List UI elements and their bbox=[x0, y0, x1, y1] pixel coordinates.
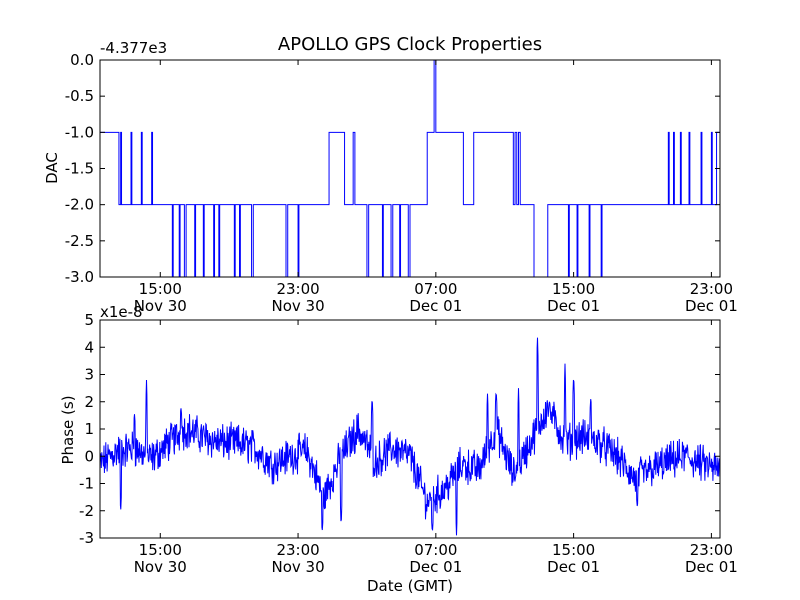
top-x-tick-time: 15:00 bbox=[552, 280, 595, 298]
chart-title: APOLLO GPS Clock Properties bbox=[278, 34, 542, 55]
top-x-tick-date: Nov 30 bbox=[271, 297, 324, 315]
top-y-tick-label: -3.0 bbox=[65, 268, 94, 286]
top-x-tick-time: 15:00 bbox=[139, 280, 182, 298]
top-dac-line bbox=[100, 59, 720, 278]
top-y-ticks: 0.0 -0.5 -1.0 -1.5 -2.0 -2.5 -3.0 bbox=[65, 51, 720, 286]
bottom-scale-label: x1e-8 bbox=[100, 303, 143, 321]
bottom-y-tick-label: 0 bbox=[84, 447, 94, 465]
top-x-tick-date: Nov 30 bbox=[134, 297, 187, 315]
top-y-tick-label: -1.0 bbox=[65, 123, 94, 141]
bottom-y-ticks: 5 4 3 2 1 0 -1 -2 -3 bbox=[79, 311, 720, 547]
bottom-phase-line bbox=[99, 337, 721, 536]
bottom-y-tick-label: 4 bbox=[84, 338, 94, 356]
top-y-tick-label: -2.5 bbox=[65, 232, 94, 250]
bottom-x-tick-date: Nov 30 bbox=[271, 558, 324, 576]
bottom-x-tick-time: 23:00 bbox=[690, 541, 733, 559]
top-x-tick-date: Dec 01 bbox=[547, 297, 600, 315]
top-x-tick-time: 23:00 bbox=[690, 280, 733, 298]
top-x-tick-date: Dec 01 bbox=[685, 297, 738, 315]
top-y-tick-label: 0.0 bbox=[70, 51, 94, 69]
bottom-x-tick-time: 23:00 bbox=[276, 541, 319, 559]
top-y-tick-label: -0.5 bbox=[65, 87, 94, 105]
top-x-tick-date: Dec 01 bbox=[409, 297, 462, 315]
bottom-y-tick-label: 2 bbox=[84, 393, 94, 411]
top-panel: -4.377e3 0.0 -0.5 -1.0 -1.5 -2.0 -2.5 -3.0 15:… bbox=[43, 39, 738, 315]
bottom-x-tick-time: 15:00 bbox=[139, 541, 182, 559]
bottom-y-axis-label: Phase (s) bbox=[59, 395, 77, 464]
bottom-x-tick-date: Dec 01 bbox=[685, 558, 738, 576]
bottom-x-tick-date: Dec 01 bbox=[409, 558, 462, 576]
bottom-x-tick-date: Nov 30 bbox=[134, 558, 187, 576]
bottom-y-tick-label: 3 bbox=[84, 366, 94, 384]
bottom-y-tick-label: -2 bbox=[79, 502, 94, 520]
top-y-axis-label: DAC bbox=[43, 152, 61, 184]
bottom-x-tick-date: Dec 01 bbox=[547, 558, 600, 576]
top-y-tick-label: -1.5 bbox=[65, 160, 94, 178]
bottom-y-tick-label: -1 bbox=[79, 475, 94, 493]
top-y-tick-label: -2.0 bbox=[65, 196, 94, 214]
bottom-x-tick-time: 15:00 bbox=[552, 541, 595, 559]
bottom-x-tick-time: 07:00 bbox=[414, 541, 457, 559]
bottom-x-axis-label: Date (GMT) bbox=[367, 577, 453, 595]
top-x-tick-time: 23:00 bbox=[276, 280, 319, 298]
bottom-y-tick-label: -3 bbox=[79, 529, 94, 547]
top-x-tick-time: 07:00 bbox=[414, 280, 457, 298]
bottom-y-tick-label: 1 bbox=[84, 420, 94, 438]
bottom-y-tick-label: 5 bbox=[84, 311, 94, 329]
top-offset-label: -4.377e3 bbox=[100, 39, 167, 57]
